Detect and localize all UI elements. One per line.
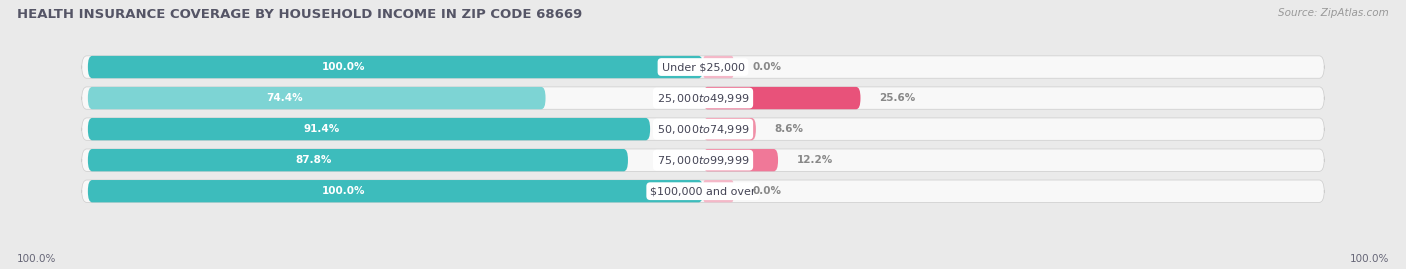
Text: 0.0%: 0.0% — [752, 186, 782, 196]
FancyBboxPatch shape — [82, 149, 1324, 171]
Text: 100.0%: 100.0% — [1350, 254, 1389, 264]
Text: $25,000 to $49,999: $25,000 to $49,999 — [657, 91, 749, 105]
FancyBboxPatch shape — [82, 56, 1324, 78]
Text: Source: ZipAtlas.com: Source: ZipAtlas.com — [1278, 8, 1389, 18]
Text: 25.6%: 25.6% — [879, 93, 915, 103]
Text: HEALTH INSURANCE COVERAGE BY HOUSEHOLD INCOME IN ZIP CODE 68669: HEALTH INSURANCE COVERAGE BY HOUSEHOLD I… — [17, 8, 582, 21]
Text: 100.0%: 100.0% — [322, 186, 366, 196]
Text: 87.8%: 87.8% — [295, 155, 332, 165]
Text: Under $25,000: Under $25,000 — [661, 62, 745, 72]
FancyBboxPatch shape — [703, 87, 860, 109]
FancyBboxPatch shape — [703, 149, 778, 171]
FancyBboxPatch shape — [82, 87, 1324, 109]
Text: 100.0%: 100.0% — [17, 254, 56, 264]
FancyBboxPatch shape — [87, 87, 546, 109]
Text: 8.6%: 8.6% — [775, 124, 803, 134]
FancyBboxPatch shape — [703, 180, 734, 202]
FancyBboxPatch shape — [82, 118, 1324, 140]
FancyBboxPatch shape — [87, 149, 628, 171]
Text: 0.0%: 0.0% — [752, 62, 782, 72]
FancyBboxPatch shape — [82, 180, 1324, 202]
Text: $50,000 to $74,999: $50,000 to $74,999 — [657, 123, 749, 136]
Text: $100,000 and over: $100,000 and over — [650, 186, 756, 196]
FancyBboxPatch shape — [703, 118, 756, 140]
Text: 74.4%: 74.4% — [267, 93, 304, 103]
FancyBboxPatch shape — [87, 56, 703, 78]
Text: 91.4%: 91.4% — [304, 124, 339, 134]
FancyBboxPatch shape — [703, 56, 734, 78]
FancyBboxPatch shape — [87, 180, 703, 202]
Text: 12.2%: 12.2% — [796, 155, 832, 165]
Text: $75,000 to $99,999: $75,000 to $99,999 — [657, 154, 749, 167]
FancyBboxPatch shape — [87, 118, 650, 140]
Text: 100.0%: 100.0% — [322, 62, 366, 72]
